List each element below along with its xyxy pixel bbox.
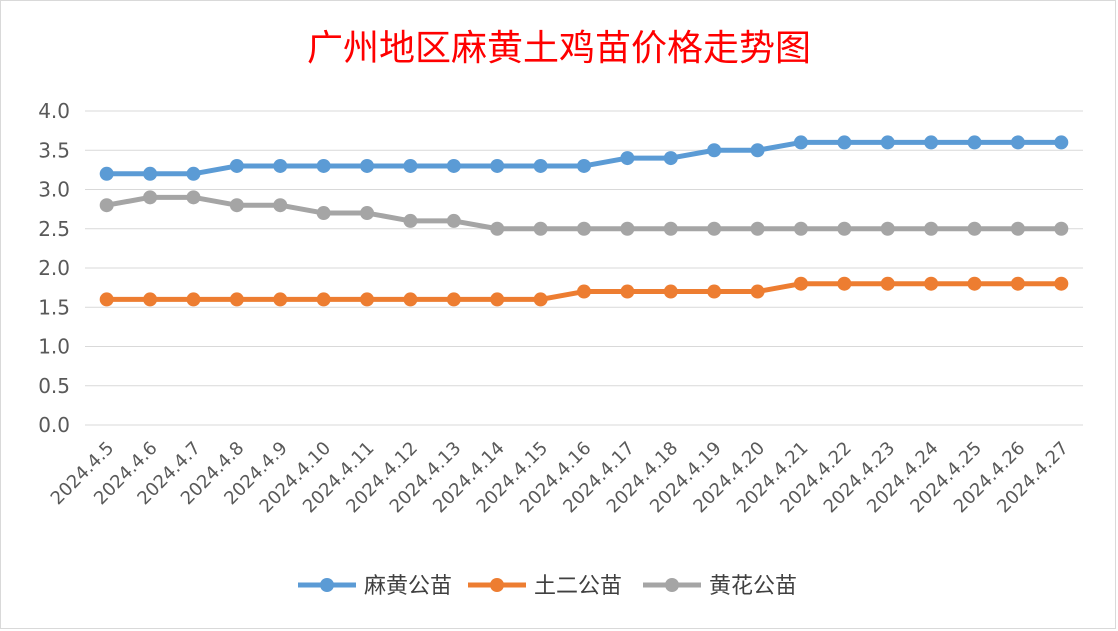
data-point	[793, 135, 808, 150]
data-point	[533, 221, 548, 236]
data-point	[880, 276, 895, 291]
data-point	[924, 221, 939, 236]
data-point	[360, 292, 375, 307]
y-tick-label: 3.5	[38, 138, 70, 162]
data-point	[577, 158, 591, 173]
data-point	[837, 221, 852, 236]
data-point	[1054, 276, 1069, 291]
y-tick-label: 0.0	[38, 413, 70, 437]
data-point	[924, 276, 939, 291]
data-point	[707, 284, 722, 299]
data-point	[446, 213, 461, 228]
y-tick-label: 3.0	[38, 178, 70, 202]
legend-item: 黄花公苗	[643, 574, 797, 599]
data-point	[403, 158, 418, 173]
data-point	[880, 135, 895, 150]
data-point	[967, 135, 982, 150]
data-point	[750, 221, 765, 236]
data-point	[99, 166, 114, 181]
data-point	[577, 284, 591, 299]
chart-title: 广州地区麻黄土鸡苗价格走势图	[307, 28, 811, 69]
y-tick-label: 1.0	[38, 335, 70, 359]
data-point	[663, 151, 678, 166]
data-point	[229, 198, 244, 213]
y-tick-label: 4.0	[38, 99, 70, 123]
data-point	[620, 221, 635, 236]
data-point	[880, 221, 895, 236]
data-point	[1010, 276, 1025, 291]
series-2	[99, 276, 1069, 307]
data-point	[837, 276, 852, 291]
data-point	[273, 198, 288, 213]
data-point	[229, 292, 244, 307]
y-tick-label: 2.5	[38, 217, 70, 241]
legend-label: 土二公苗	[534, 574, 622, 599]
grid-lines	[85, 110, 1083, 426]
data-point	[186, 166, 201, 181]
data-point	[490, 158, 505, 173]
data-point	[924, 135, 939, 150]
data-point	[1054, 221, 1069, 236]
data-point	[750, 284, 765, 299]
data-point	[577, 221, 591, 236]
data-point	[446, 292, 461, 307]
series-lines	[99, 135, 1069, 307]
legend-swatch-marker	[665, 578, 679, 592]
data-point	[316, 206, 331, 221]
data-point	[533, 292, 548, 307]
legend-label: 麻黄公苗	[364, 574, 452, 599]
data-point	[143, 190, 158, 205]
data-point	[707, 221, 722, 236]
y-tick-label: 0.5	[38, 374, 70, 398]
data-point	[316, 292, 331, 307]
data-point	[143, 292, 158, 307]
data-point	[620, 284, 635, 299]
data-point	[663, 221, 678, 236]
data-point	[490, 292, 505, 307]
data-point	[533, 158, 548, 173]
data-point	[1054, 135, 1069, 150]
legend-item: 麻黄公苗	[298, 574, 452, 599]
legend-item: 土二公苗	[468, 574, 622, 599]
data-point	[360, 206, 375, 221]
data-point	[967, 221, 982, 236]
data-point	[446, 158, 461, 173]
data-point	[273, 158, 288, 173]
legend: 麻黄公苗 土二公苗 黄花公苗	[298, 574, 797, 599]
data-point	[793, 276, 808, 291]
data-point	[186, 190, 201, 205]
data-point	[490, 221, 505, 236]
data-point	[99, 292, 114, 307]
data-point	[316, 158, 331, 173]
data-point	[99, 198, 114, 213]
data-point	[663, 284, 678, 299]
data-point	[403, 213, 418, 228]
legend-swatch-marker	[320, 578, 334, 592]
data-point	[1010, 221, 1025, 236]
data-point	[620, 151, 635, 166]
series-3	[99, 190, 1069, 236]
y-axis-ticks: 0.0 0.5 1.0 1.5 2.0 2.5 3.0 3.5 4.0	[38, 99, 70, 437]
data-point	[967, 276, 982, 291]
x-axis-ticks: 2024.4.52024.4.62024.4.72024.4.82024.4.9…	[47, 438, 1073, 518]
data-point	[793, 221, 808, 236]
data-point	[707, 143, 722, 158]
series-1	[99, 135, 1069, 181]
data-point	[837, 135, 852, 150]
data-point	[273, 292, 288, 307]
data-point	[403, 292, 418, 307]
data-point	[229, 158, 244, 173]
data-point	[750, 143, 765, 158]
data-point	[360, 158, 375, 173]
data-point	[143, 166, 158, 181]
legend-label: 黄花公苗	[709, 574, 797, 599]
data-point	[186, 292, 201, 307]
legend-swatch-marker	[490, 578, 504, 592]
y-tick-label: 1.5	[38, 295, 70, 319]
data-point	[1010, 135, 1025, 150]
y-tick-label: 2.0	[38, 256, 70, 280]
